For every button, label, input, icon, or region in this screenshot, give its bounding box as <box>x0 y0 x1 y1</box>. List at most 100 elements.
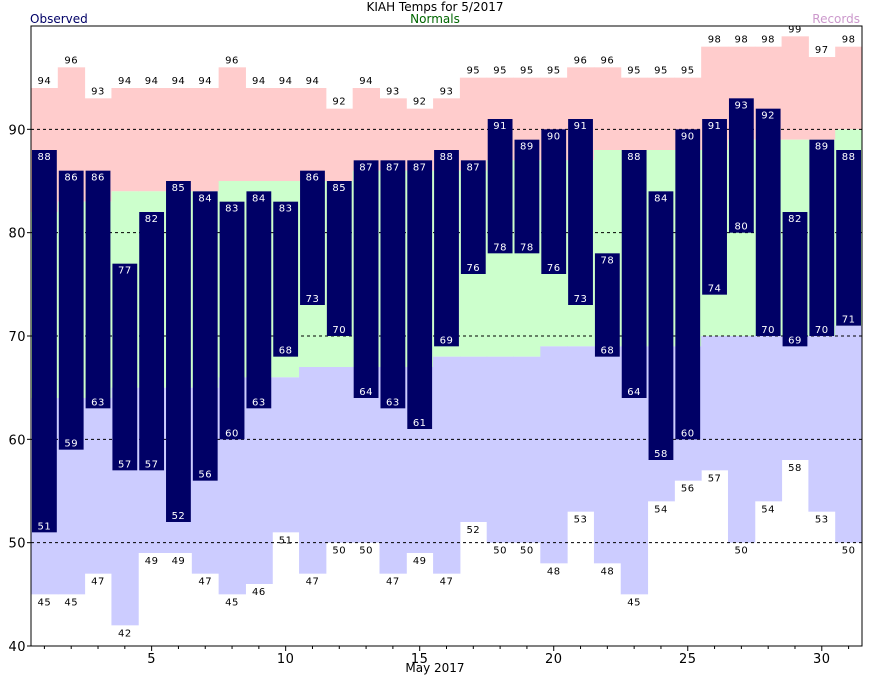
record-high-band <box>808 57 836 140</box>
record-high-label: 95 <box>493 66 507 77</box>
observed-high-label: 84 <box>654 193 668 204</box>
record-high-label: 95 <box>547 66 561 77</box>
y-tick-label: 60 <box>8 433 26 448</box>
observed-bar <box>541 129 567 274</box>
observed-low-label: 60 <box>681 428 695 439</box>
record-high-label: 98 <box>708 35 722 46</box>
record-high-band <box>218 67 246 181</box>
observed-high-label: 88 <box>38 152 52 163</box>
observed-low-label: 70 <box>761 325 775 336</box>
record-high-label: 94 <box>252 76 266 87</box>
observed-bar <box>675 129 701 440</box>
record-low-label: 48 <box>547 566 561 577</box>
record-high-label: 94 <box>172 76 186 87</box>
record-low-label: 46 <box>252 587 266 598</box>
record-high-label: 94 <box>145 76 159 87</box>
legend-observed: Observed <box>30 12 88 26</box>
observed-bar <box>782 212 808 347</box>
observed-high-label: 85 <box>172 183 186 194</box>
observed-bar <box>58 170 84 450</box>
record-high-band <box>593 67 622 150</box>
record-low-label: 49 <box>172 556 186 567</box>
record-low-band <box>754 336 783 502</box>
x-tick-label: 25 <box>679 652 697 667</box>
record-low-label: 47 <box>440 577 454 588</box>
record-low-band <box>540 346 568 564</box>
record-low-label: 52 <box>466 525 480 536</box>
observed-high-label: 87 <box>413 162 427 173</box>
record-high-label: 95 <box>627 66 641 77</box>
record-low-label: 57 <box>708 473 722 484</box>
observed-low-label: 64 <box>359 387 373 398</box>
legend-normals: Normals <box>410 12 460 26</box>
record-low-band <box>701 336 729 471</box>
x-tick-label: 30 <box>813 652 831 667</box>
record-high-band <box>245 88 273 181</box>
observed-bar <box>755 108 781 337</box>
observed-low-label: 64 <box>627 387 641 398</box>
record-high-label: 95 <box>681 66 695 77</box>
observed-low-label: 61 <box>413 418 427 429</box>
record-high-band <box>379 98 407 171</box>
observed-bar <box>85 170 111 409</box>
legend-records: Records <box>812 12 860 26</box>
observed-high-label: 82 <box>788 214 802 225</box>
observed-low-label: 57 <box>118 459 132 470</box>
record-low-label: 48 <box>600 566 614 577</box>
record-low-band <box>781 336 809 460</box>
record-high-band <box>272 88 300 181</box>
record-low-band <box>835 325 863 543</box>
record-high-label: 94 <box>279 76 293 87</box>
record-high-label: 93 <box>91 86 105 97</box>
record-low-band <box>272 377 300 533</box>
record-high-label: 94 <box>38 76 52 87</box>
observed-bar <box>434 150 459 347</box>
observed-bar <box>487 119 513 254</box>
record-high-band <box>165 88 193 192</box>
record-high-band <box>111 88 139 192</box>
observed-high-label: 91 <box>574 121 588 132</box>
record-low-band <box>513 356 541 543</box>
record-high-band <box>620 77 649 150</box>
record-high-label: 92 <box>332 97 346 108</box>
record-low-label: 53 <box>574 515 588 526</box>
observed-bar <box>300 170 325 305</box>
observed-bar <box>219 201 245 440</box>
y-tick-label: 90 <box>8 123 26 138</box>
record-low-band <box>433 356 461 574</box>
chart-title: KIAH Temps for 5/2017 <box>366 0 504 14</box>
record-low-label: 56 <box>681 484 695 495</box>
observed-high-label: 83 <box>279 204 293 215</box>
observed-low-label: 73 <box>574 294 588 305</box>
record-high-label: 95 <box>466 66 480 77</box>
record-low-label: 51 <box>279 535 293 546</box>
record-low-label: 42 <box>118 628 132 639</box>
record-high-label: 94 <box>198 76 212 87</box>
y-tick-label: 80 <box>8 227 26 242</box>
observed-low-label: 70 <box>332 325 346 336</box>
record-high-label: 95 <box>654 66 668 77</box>
observed-low-label: 59 <box>64 439 78 450</box>
record-high-band <box>299 88 327 181</box>
record-low-band <box>808 336 836 512</box>
observed-low-label: 76 <box>466 263 480 274</box>
observed-low-label: 63 <box>386 397 400 408</box>
observed-bar <box>353 160 379 398</box>
record-low-band <box>245 377 273 584</box>
observed-bar <box>380 160 406 409</box>
record-high-label: 95 <box>520 66 534 77</box>
record-low-label: 45 <box>64 597 78 608</box>
observed-high-label: 86 <box>306 173 320 184</box>
record-low-label: 54 <box>761 504 775 515</box>
record-high-label: 98 <box>761 35 775 46</box>
observed-low-label: 78 <box>493 242 507 253</box>
record-high-label: 96 <box>600 55 614 66</box>
observed-bar <box>621 150 647 398</box>
record-high-label: 98 <box>842 35 856 46</box>
observed-high-label: 83 <box>225 204 239 215</box>
observed-low-label: 51 <box>38 521 52 532</box>
observed-bar <box>166 181 191 522</box>
record-high-label: 92 <box>413 97 427 108</box>
observed-low-label: 69 <box>788 335 802 346</box>
